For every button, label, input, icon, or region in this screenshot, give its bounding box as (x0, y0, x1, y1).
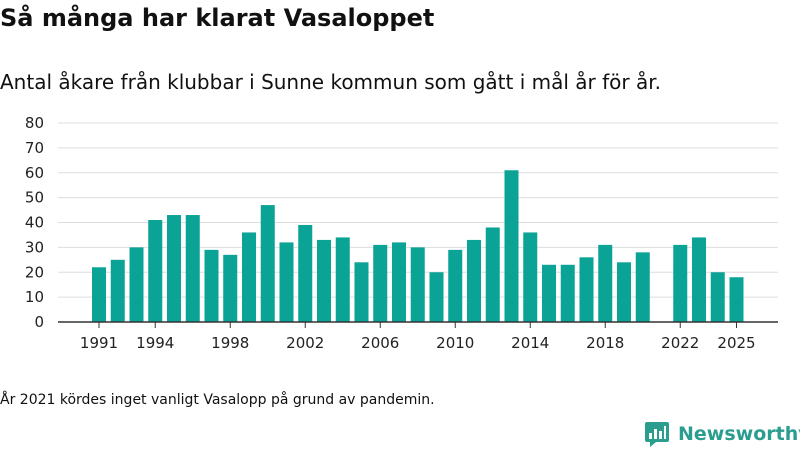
bar-2006 (373, 244, 388, 322)
bar-2014 (523, 232, 538, 322)
bar-2020 (635, 252, 650, 322)
x-tick-label: 2014 (511, 334, 549, 352)
y-tick-label: 50 (25, 189, 44, 207)
x-tick-label: 1991 (80, 334, 118, 352)
bar-1993 (129, 247, 144, 322)
bar-2011 (467, 239, 481, 322)
y-tick-label: 10 (25, 288, 44, 306)
y-tick-label: 0 (34, 313, 44, 331)
y-tick-label: 70 (25, 139, 44, 157)
x-tick-label: 1998 (211, 334, 249, 352)
bar-2003 (317, 239, 331, 322)
bar-1995 (167, 215, 181, 322)
x-tick-label: 2010 (436, 334, 474, 352)
bar-1998 (223, 254, 238, 322)
bar-2023 (692, 237, 706, 322)
bar-2015 (542, 264, 556, 322)
bar-2010 (448, 249, 463, 322)
x-tick-label: 2025 (717, 334, 755, 352)
bar-2005 (354, 262, 369, 322)
bar-2022 (673, 244, 688, 322)
x-tick-label: 1994 (136, 334, 174, 352)
bar-2000 (260, 205, 275, 322)
bar-2013 (504, 170, 519, 322)
logo-text: Newsworthy (678, 423, 800, 445)
newsworthy-logo: Newsworthy (644, 420, 800, 448)
y-tick-label: 40 (25, 214, 44, 232)
chart-subtitle: Antal åkare från klubbar i Sunne kommun … (0, 70, 661, 94)
bar-2001 (279, 242, 294, 322)
bar-1996 (185, 215, 200, 322)
bar-1997 (204, 249, 219, 322)
bar-chart: 0 10 20 30 40 50 60 70 80 1991 1994 1998 2002 2006 201… (25, 114, 778, 352)
chart-title: Så många har klarat Vasaloppet (0, 4, 435, 32)
y-tick-label: 20 (25, 263, 44, 281)
bar-2002 (298, 224, 313, 322)
y-tick-label: 60 (25, 164, 44, 182)
x-tick-label: 2002 (286, 334, 324, 352)
bar-1999 (242, 232, 256, 322)
footnote: År 2021 kördes inget vanligt Vasalopp på… (0, 392, 435, 408)
bar-2004 (335, 237, 350, 322)
bar-2025 (729, 277, 744, 322)
chart-bubble-icon (645, 422, 669, 447)
bar-1994 (148, 220, 163, 322)
axes: 0 10 20 30 40 50 60 70 80 1991 1994 1998 2002 2006 201… (25, 114, 778, 352)
bar-1991 (92, 267, 106, 322)
bar-1992 (110, 259, 125, 322)
x-tick-label: 2022 (661, 334, 699, 352)
bar-2024 (710, 272, 725, 322)
bar-2018 (598, 244, 613, 322)
bar-2017 (579, 257, 594, 322)
bar-2008 (410, 247, 425, 322)
bar-2016 (560, 264, 575, 322)
x-tick-label: 2006 (361, 334, 399, 352)
x-tick-label: 2018 (586, 334, 624, 352)
bar-2012 (485, 227, 500, 322)
y-tick-label: 80 (25, 114, 44, 132)
bars (92, 170, 744, 322)
bar-2019 (617, 262, 631, 322)
bar-2007 (392, 242, 406, 322)
y-tick-label: 30 (25, 238, 44, 256)
bar-2009 (429, 272, 444, 322)
